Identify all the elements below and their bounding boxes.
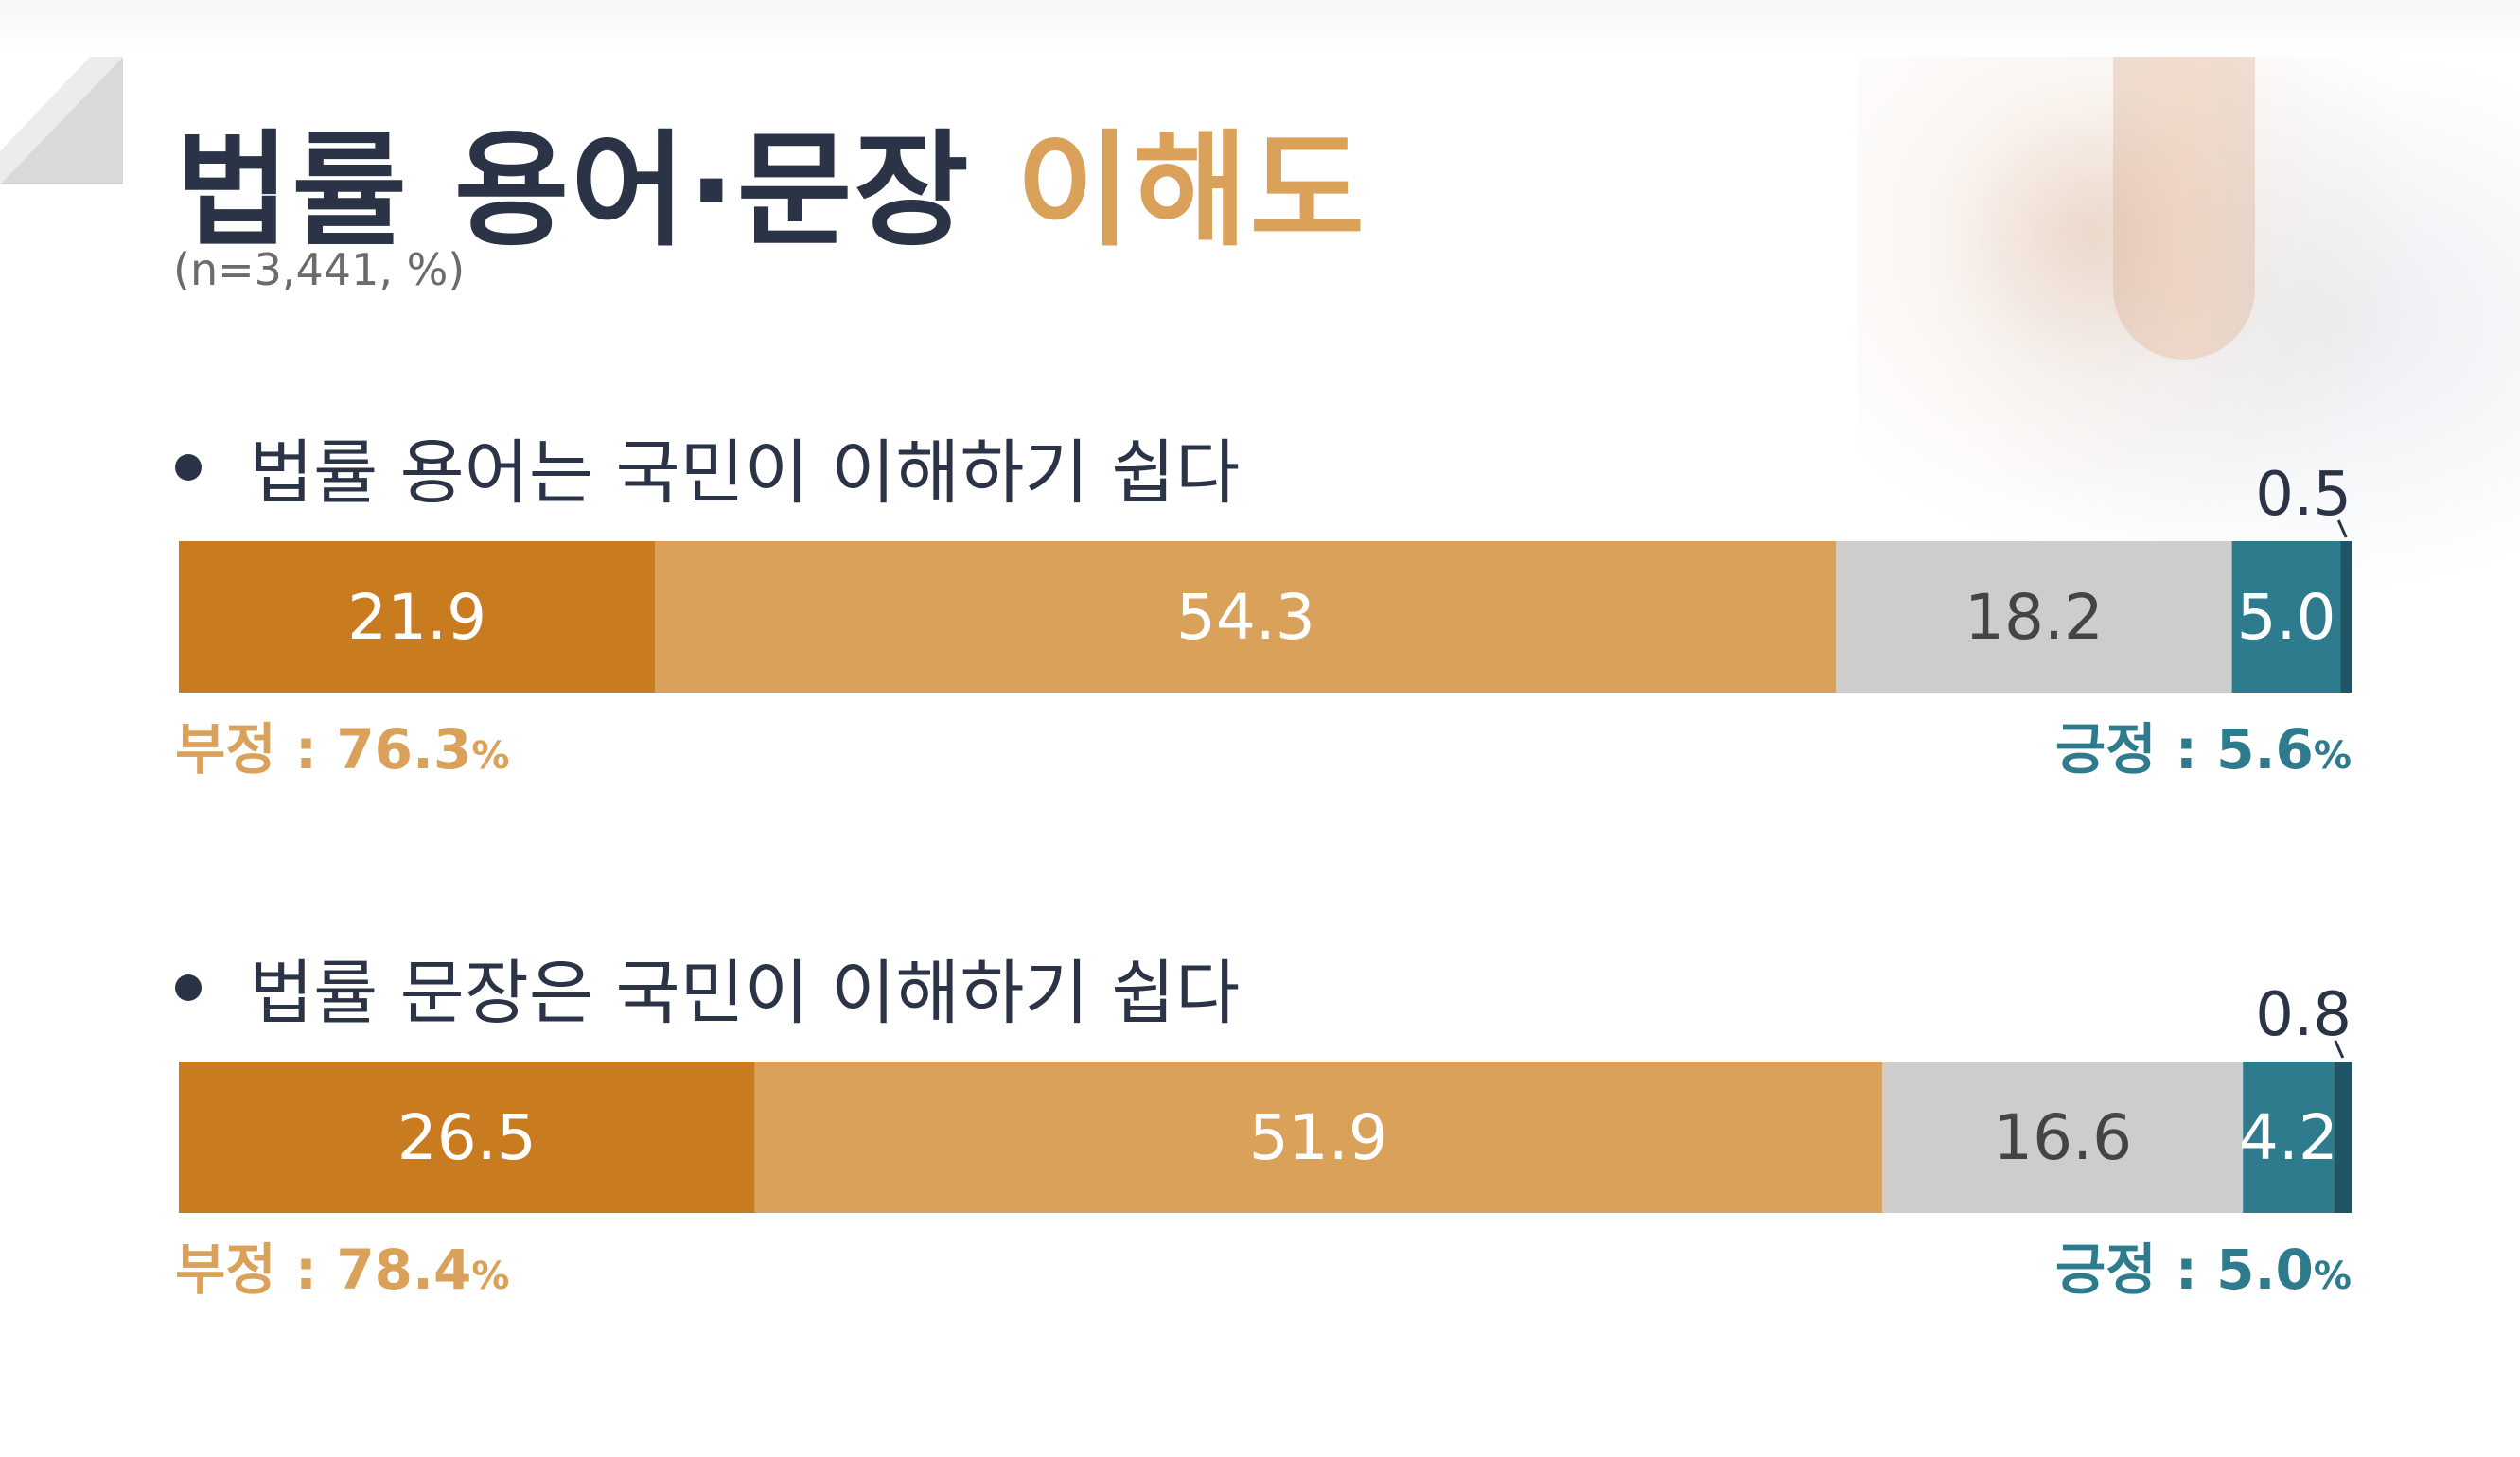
page-title: 법률 용어·문장 이해도 [175, 90, 1366, 271]
chart-1-negative-label: 부정 : [175, 717, 337, 781]
data-label-very-positive: 0.8 [2255, 980, 2352, 1050]
chart-1-negative-unit: % [471, 734, 510, 778]
bullet-icon [175, 453, 202, 481]
chart-2-negative-summary: 부정 : 78.4% [175, 1225, 510, 1305]
leader-line [2334, 1040, 2345, 1059]
data-label-negative: 54.3 [1176, 581, 1315, 654]
bar-segment-very-positive [2340, 541, 2352, 693]
title-accent: 이해도 [1015, 118, 1367, 264]
chart-2-negative-unit: % [471, 1255, 510, 1298]
chart-1-negative-summary: 부정 : 76.3% [175, 705, 510, 784]
data-label-negative: 51.9 [1249, 1101, 1388, 1174]
chart-2-negative-label: 부정 : [175, 1238, 337, 1302]
sample-size-note: (n=3,441, %) [173, 244, 466, 295]
finger-image [2113, 57, 2255, 360]
chart-1-positive-unit: % [2313, 734, 2352, 778]
data-label-neutral: 18.2 [1965, 581, 2104, 654]
chart-2-title-text: 법률 문장은 국민이 이해하기 쉽다 [249, 953, 1241, 1034]
title-main: 법률 용어·문장 [175, 118, 971, 264]
bar-segment-very-negative [179, 541, 656, 693]
data-label-neutral: 16.6 [1993, 1101, 2132, 1174]
bullet-icon [175, 974, 202, 1001]
chart-2-positive-summary: 긍정 : 5.0% [2055, 1225, 2352, 1305]
data-label-very-negative: 21.9 [347, 581, 486, 654]
data-label-very-positive: 0.5 [2255, 460, 2352, 530]
data-label-positive: 5.0 [2237, 581, 2336, 654]
chart-1-title: 법률 용어는 국민이 이해하기 쉽다 [175, 416, 1240, 518]
folded-corner-icon [0, 57, 123, 184]
chart-2-positive-label: 긍정 : [2054, 1238, 2217, 1302]
chart-1-title-text: 법률 용어는 국민이 이해하기 쉽다 [249, 432, 1241, 514]
data-label-positive: 4.2 [2239, 1101, 2338, 1174]
chart-2-negative-value: 78.4 [336, 1238, 472, 1302]
bar-segment-negative [655, 541, 1837, 693]
bar-segment-positive [2243, 1062, 2335, 1213]
bar-segment-neutral [1882, 1062, 2244, 1213]
leader-line [2336, 519, 2348, 538]
bar-segment-positive [2231, 541, 2341, 693]
bar-segment-neutral [1836, 541, 2232, 693]
chart-2-positive-value: 5.0 [2216, 1238, 2314, 1302]
chart-2-positive-unit: % [2313, 1255, 2352, 1298]
data-label-very-negative: 26.5 [397, 1101, 537, 1174]
bar-segment-negative [754, 1062, 1883, 1213]
chart-2-title: 법률 문장은 국민이 이해하기 쉽다 [175, 937, 1240, 1038]
bar-segment-very-positive [2334, 1062, 2352, 1213]
chart-1-positive-summary: 긍정 : 5.6% [2055, 705, 2352, 784]
chart-1-positive-label: 긍정 : [2054, 717, 2217, 781]
chart-1-negative-value: 76.3 [336, 717, 472, 781]
bar-segment-very-negative [179, 1062, 755, 1213]
chart-1-positive-value: 5.6 [2216, 717, 2314, 781]
